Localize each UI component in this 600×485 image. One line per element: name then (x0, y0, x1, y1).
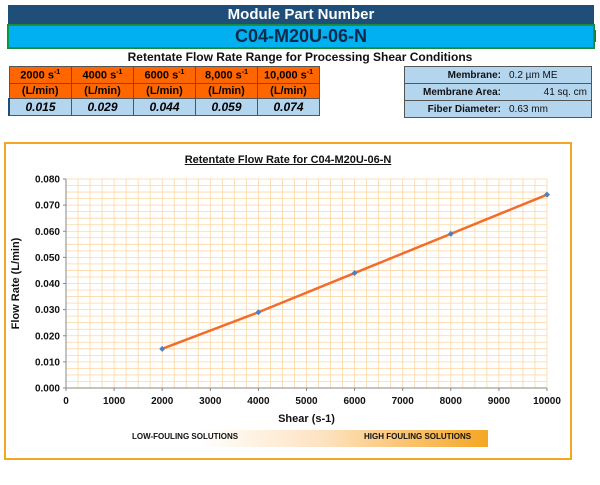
unit-cell[interactable]: (L/min) (133, 83, 196, 99)
high-fouling-label: HIGH FOULING SOLUTIONS (364, 432, 472, 441)
x-tick-label: 4000 (247, 396, 270, 407)
flow-rate-subtitle: Retentate Flow Rate Range for Processing… (127, 50, 473, 64)
x-tick-label: 10000 (533, 396, 561, 407)
spec-value[interactable]: 0.63 mm (505, 100, 592, 118)
module-part-number-header: Module Part Number (8, 5, 594, 24)
flow-value-cell[interactable]: 0.015 (8, 98, 72, 116)
x-tick-label: 6000 (343, 396, 366, 407)
shear-header-10000[interactable]: 10,000 s-1 (257, 66, 320, 84)
y-tick-label: 0.080 (35, 175, 60, 186)
x-tick-label: 2000 (151, 396, 174, 407)
unit-cell[interactable]: (L/min) (8, 83, 72, 99)
x-tick-label: 3000 (199, 396, 222, 407)
x-axis-label: Shear (s-1) (278, 413, 335, 425)
flow-value-cell[interactable]: 0.059 (195, 98, 258, 116)
cell-cursor-marker (595, 30, 600, 42)
y-tick-label: 0.000 (35, 384, 60, 395)
shear-header-6000[interactable]: 6000 s-1 (133, 66, 196, 84)
spec-label[interactable]: Membrane: (404, 66, 505, 84)
fouling-gradient-bar: LOW-FOULING SOLUTIONS HIGH FOULING SOLUT… (126, 430, 488, 447)
chart-area[interactable]: Retentate Flow Rate for C04-M20U-06-N 0.… (4, 142, 572, 460)
x-tick-label: 9000 (488, 396, 511, 407)
x-tick-label: 8000 (440, 396, 463, 407)
data-point (447, 230, 454, 237)
part-number-cell[interactable]: C04-M20U-06-N (7, 24, 595, 49)
y-tick-label: 0.060 (35, 227, 60, 238)
x-tick-label: 0 (63, 396, 69, 407)
flow-rate-table: 2000 s-1 4000 s-1 6000 s-1 8,000 s-1 10,… (8, 66, 320, 116)
flow-value-cell[interactable]: 0.074 (257, 98, 320, 116)
flow-value-cell[interactable]: 0.044 (133, 98, 196, 116)
unit-cell[interactable]: (L/min) (257, 83, 320, 99)
shear-header-4000[interactable]: 4000 s-1 (71, 66, 134, 84)
shear-header-2000[interactable]: 2000 s-1 (8, 66, 72, 84)
spec-value[interactable]: 0.2 µm ME (505, 66, 592, 84)
data-point (159, 345, 166, 352)
x-tick-label: 7000 (392, 396, 415, 407)
unit-cell[interactable]: (L/min) (195, 83, 258, 99)
flow-value-cell[interactable]: 0.029 (71, 98, 134, 116)
shear-header-8000[interactable]: 8,000 s-1 (195, 66, 258, 84)
spec-label[interactable]: Fiber Diameter: (404, 100, 505, 118)
x-tick-label: 1000 (103, 396, 126, 407)
data-point (255, 309, 262, 316)
y-tick-label: 0.030 (35, 305, 60, 316)
x-tick-label: 5000 (295, 396, 318, 407)
spec-label[interactable]: Membrane Area: (404, 83, 505, 101)
y-tick-label: 0.050 (35, 253, 60, 264)
membrane-specs-table: Membrane: 0.2 µm ME Membrane Area: 41 sq… (404, 66, 592, 118)
spec-value[interactable]: 41 sq. cm (505, 83, 592, 101)
chart-title: Retentate Flow Rate for C04-M20U-06-N (184, 154, 392, 166)
unit-cell[interactable]: (L/min) (71, 83, 134, 99)
data-point (544, 191, 550, 198)
flow-rate-chart: 0.000 0.010 0.020 0.030 0.040 0.050 0.060 0.070… (10, 175, 561, 426)
y-tick-label: 0.010 (35, 357, 60, 368)
y-tick-label: 0.070 (35, 201, 60, 212)
low-fouling-label: LOW-FOULING SOLUTIONS (132, 432, 239, 441)
y-tick-label: 0.020 (35, 331, 60, 342)
y-tick-label: 0.040 (35, 279, 60, 290)
data-point (351, 270, 358, 277)
y-axis-label: Flow Rate (L/min) (10, 237, 22, 329)
